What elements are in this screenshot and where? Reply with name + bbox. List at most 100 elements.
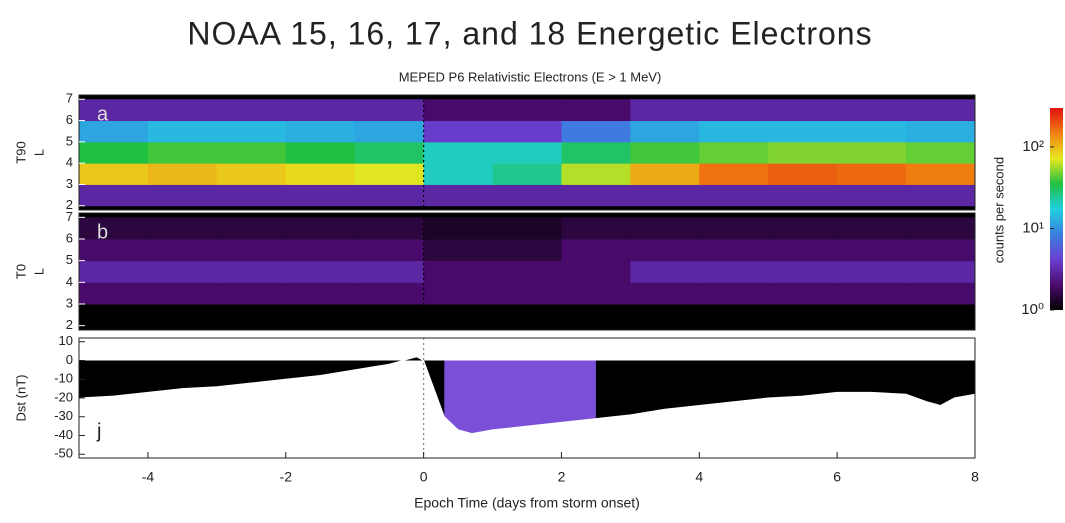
heat-cell [906,163,975,185]
heat-cell [699,141,769,164]
y-tick-label: 0 [66,352,73,367]
heat-cell [630,184,700,207]
y-tick-label: 10 [59,333,73,348]
heat-cell [354,217,425,240]
heat-cell [906,260,975,283]
heat-cell [492,120,562,143]
heat-cell [768,282,838,305]
heat-cell [906,184,975,207]
heat-cell [906,239,975,262]
y-tick-label: 3 [66,295,73,310]
x-tick-label: 0 [420,469,428,485]
heat-cell [423,99,494,122]
y-tick-label: 5 [66,133,73,148]
heat-cell [837,282,907,305]
heat-cell [699,260,769,283]
heat-cell [630,163,700,185]
heat-cell [216,217,287,240]
x-tick-label: 4 [695,469,703,485]
heat-cell [492,217,562,240]
y-tick-label: 2 [66,317,73,332]
heat-cell [837,217,907,240]
colorbar-tick-label: 10⁰ [1021,301,1044,318]
heat-cell [216,141,287,164]
panel-label: b [97,221,108,243]
heat-cell [561,217,631,240]
heat-cell [354,163,425,185]
heat-cell [492,260,562,283]
heat-cell [79,163,149,185]
colorbar-label: counts per second [991,157,1006,263]
heat-cell [354,260,425,283]
heat-cell [699,99,769,122]
heat-cell [79,282,149,305]
heat-cell [79,99,149,122]
x-axis-label: Epoch Time (days from storm onset) [414,495,640,511]
heat-cell [147,304,218,327]
heat-cell [216,260,287,283]
x-tick-label: 8 [971,469,979,485]
heat-cell [147,141,218,164]
heat-cell [79,304,149,327]
heat-cell [216,120,287,143]
heat-cell [699,163,769,185]
y-tick-label: 4 [66,274,73,289]
heat-cell [285,141,356,164]
panel-label: a [97,103,109,125]
dst-line [79,356,975,435]
heat-cell [768,99,838,122]
heat-cell [216,184,287,207]
x-tick-label: -4 [142,469,155,485]
heat-cell [492,239,562,262]
heat-cell [492,282,562,305]
y-tick-label: -30 [54,408,73,423]
heat-cell [561,304,631,327]
heat-cell [147,99,218,122]
heat-cell [906,304,975,327]
heat-cell [285,239,356,262]
heat-cell [285,260,356,283]
heat-cell [492,304,562,327]
heat-cell [354,120,425,143]
heat-cell [216,163,287,185]
heat-cell [147,239,218,262]
heat-cell [561,99,631,122]
plot-area [79,213,975,330]
heat-cell [423,304,494,327]
heat-cell [561,141,631,164]
heat-cell [837,260,907,283]
y-tick-label: -40 [54,427,73,442]
heat-cell [79,217,149,240]
heat-cell [768,304,838,327]
heat-cell [699,184,769,207]
heat-cell [354,282,425,305]
heat-cell [699,217,769,240]
heat-cell [423,163,494,185]
heat-cell [768,239,838,262]
heat-cell [423,282,494,305]
chart-subtitle: MEPED P6 Relativistic Electrons (E > 1 M… [399,69,662,84]
heat-cell [630,260,700,283]
heat-cell [630,141,700,164]
colorbar-tick-label: 10¹ [1022,219,1044,236]
heat-cell [561,120,631,143]
heat-cell [630,120,700,143]
y-tick-label: 6 [66,112,73,127]
y-tick-label: 7 [66,91,73,106]
heat-cell [285,163,356,185]
y-tick-label: 6 [66,230,73,245]
heat-cell [561,163,631,185]
heat-cell [285,184,356,207]
panel-frame [78,94,976,211]
heat-cell [561,282,631,305]
y-axis-label: L [31,268,46,275]
heat-cell [285,304,356,327]
y-tick-label: -20 [54,389,73,404]
heat-cell [630,239,700,262]
heat-cell [768,163,838,185]
heat-cell [906,282,975,305]
dst-recovery-area [444,360,596,434]
heat-cell [423,239,494,262]
heat-cell [492,184,562,207]
